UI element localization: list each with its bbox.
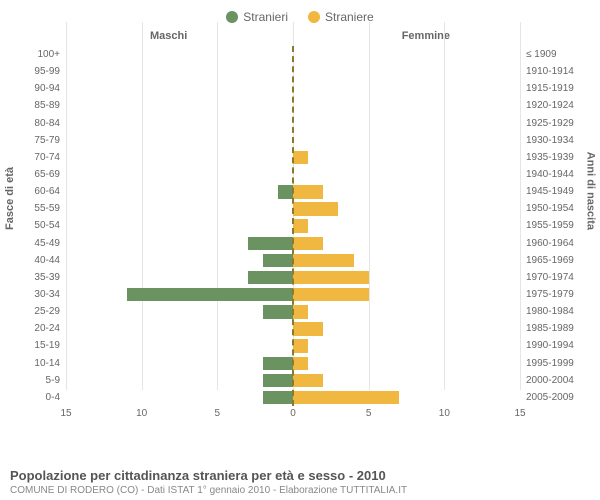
birth-year-label: 1975-1979 <box>520 286 574 303</box>
bar-female <box>293 185 323 198</box>
legend-label-female: Straniere <box>325 10 374 24</box>
bar-male <box>248 271 293 284</box>
chart-title: Popolazione per cittadinanza straniera p… <box>10 468 590 483</box>
birth-year-label: 2005-2009 <box>520 389 574 406</box>
bar-male <box>263 357 293 370</box>
bar-female <box>293 237 323 250</box>
legend-item-female: Straniere <box>308 10 374 24</box>
birth-year-label: 1925-1929 <box>520 115 574 132</box>
birth-year-label: 2000-2004 <box>520 372 574 389</box>
chart-area: Maschi Femmine Fasce di età Anni di nasc… <box>10 30 590 430</box>
age-label: 5-9 <box>46 372 66 389</box>
birth-year-label: 1960-1964 <box>520 235 574 252</box>
age-label: 10-14 <box>34 355 66 372</box>
bar-female <box>293 322 323 335</box>
birth-year-label: 1935-1939 <box>520 149 574 166</box>
birth-year-label: ≤ 1909 <box>520 46 557 63</box>
age-label: 55-59 <box>34 200 66 217</box>
x-tick-label: 5 <box>366 408 372 419</box>
bar-male <box>263 374 293 387</box>
x-tick-label: 10 <box>439 408 450 419</box>
bar-female <box>293 202 338 215</box>
bar-male <box>127 288 293 301</box>
column-header-female: Femmine <box>402 30 450 42</box>
bar-female <box>293 339 308 352</box>
legend-dot-female-icon <box>308 11 320 23</box>
age-label: 80-84 <box>34 115 66 132</box>
chart-subtitle: COMUNE DI RODERO (CO) - Dati ISTAT 1° ge… <box>10 485 590 496</box>
bar-female <box>293 357 308 370</box>
age-label: 95-99 <box>34 63 66 80</box>
chart-footer: Popolazione per cittadinanza straniera p… <box>10 468 590 496</box>
age-label: 50-54 <box>34 217 66 234</box>
age-label: 40-44 <box>34 252 66 269</box>
birth-year-label: 1915-1919 <box>520 80 574 97</box>
x-tick-label: 15 <box>60 408 71 419</box>
x-tick-label: 0 <box>290 408 296 419</box>
bar-male <box>263 254 293 267</box>
bar-female <box>293 254 354 267</box>
x-axis: 15105051015 <box>66 408 520 424</box>
age-label: 90-94 <box>34 80 66 97</box>
age-label: 70-74 <box>34 149 66 166</box>
age-label: 25-29 <box>34 303 66 320</box>
birth-year-label: 1970-1974 <box>520 269 574 286</box>
birth-year-label: 1955-1959 <box>520 217 574 234</box>
bar-female <box>293 391 399 404</box>
birth-year-label: 1995-1999 <box>520 355 574 372</box>
age-label: 100+ <box>37 46 66 63</box>
center-divider <box>292 46 294 406</box>
bar-female <box>293 219 308 232</box>
birth-year-label: 1930-1934 <box>520 132 574 149</box>
bar-male <box>263 305 293 318</box>
chart-container: Stranieri Straniere Maschi Femmine Fasce… <box>0 0 600 500</box>
birth-year-label: 1920-1924 <box>520 97 574 114</box>
birth-year-label: 1950-1954 <box>520 200 574 217</box>
birth-year-label: 1940-1944 <box>520 166 574 183</box>
x-tick-label: 5 <box>215 408 221 419</box>
birth-year-label: 1980-1984 <box>520 303 574 320</box>
legend: Stranieri Straniere <box>10 10 590 24</box>
bar-female <box>293 288 369 301</box>
bar-female <box>293 151 308 164</box>
bar-male <box>248 237 293 250</box>
age-label: 0-4 <box>46 389 66 406</box>
age-label: 75-79 <box>34 132 66 149</box>
bar-female <box>293 305 308 318</box>
column-header-male: Maschi <box>150 30 187 42</box>
birth-year-label: 1910-1914 <box>520 63 574 80</box>
age-label: 45-49 <box>34 235 66 252</box>
birth-year-label: 1965-1969 <box>520 252 574 269</box>
age-label: 30-34 <box>34 286 66 303</box>
age-label: 20-24 <box>34 320 66 337</box>
plot-region: 100+≤ 190995-991910-191490-941915-191985… <box>66 46 520 406</box>
legend-item-male: Stranieri <box>226 10 288 24</box>
age-label: 15-19 <box>34 337 66 354</box>
birth-year-label: 1985-1989 <box>520 320 574 337</box>
age-label: 65-69 <box>34 166 66 183</box>
age-label: 85-89 <box>34 97 66 114</box>
bar-male <box>263 391 293 404</box>
birth-year-label: 1990-1994 <box>520 337 574 354</box>
age-label: 35-39 <box>34 269 66 286</box>
x-tick-label: 15 <box>514 408 525 419</box>
bar-female <box>293 271 369 284</box>
bar-male <box>278 185 293 198</box>
age-label: 60-64 <box>34 183 66 200</box>
birth-year-label: 1945-1949 <box>520 183 574 200</box>
y-axis-right-title: Anni di nascita <box>584 152 596 230</box>
bar-female <box>293 374 323 387</box>
legend-label-male: Stranieri <box>243 10 288 24</box>
y-axis-left-title: Fasce di età <box>4 167 16 230</box>
legend-dot-male-icon <box>226 11 238 23</box>
x-tick-label: 10 <box>136 408 147 419</box>
